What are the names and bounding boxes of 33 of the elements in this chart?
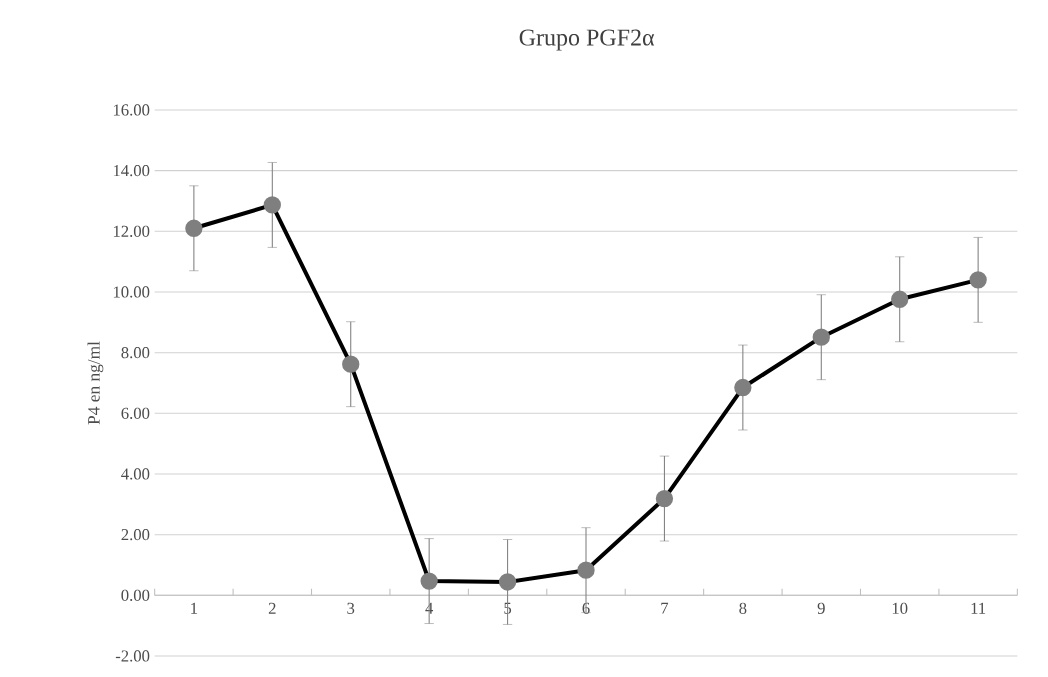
point bbox=[420, 572, 438, 590]
point bbox=[969, 271, 987, 289]
chart-title: Grupo PGF2α bbox=[519, 29, 655, 51]
x-tick-label: 4 bbox=[425, 602, 434, 614]
point bbox=[342, 355, 360, 373]
y-tick-label: 8.00 bbox=[121, 346, 150, 359]
y-tick-label: 4.00 bbox=[121, 468, 150, 480]
y-tick-label: 14.00 bbox=[113, 164, 150, 177]
y-tick-label: -2.00 bbox=[115, 650, 150, 662]
x-tick-label: 11 bbox=[971, 602, 986, 614]
point bbox=[498, 573, 517, 591]
x-tick-label: 7 bbox=[661, 602, 669, 614]
point bbox=[655, 489, 674, 508]
y-tick-label: 12.00 bbox=[113, 225, 150, 237]
y-tick-label: 0.00 bbox=[121, 589, 150, 601]
x-tick-label: 10 bbox=[892, 602, 908, 614]
y-tick-label: 16.00 bbox=[113, 104, 150, 116]
x-tick-label: 1 bbox=[191, 602, 198, 614]
x-tick-label: 8 bbox=[739, 602, 747, 614]
x-tick-label: 6 bbox=[582, 602, 590, 614]
y-tick-label: 2.00 bbox=[121, 528, 150, 541]
point bbox=[263, 196, 281, 214]
x-tick-label: 2 bbox=[268, 602, 276, 614]
y-tick-label: 6.00 bbox=[121, 407, 150, 419]
point bbox=[891, 290, 909, 308]
point bbox=[185, 219, 203, 237]
y-axis-title: P4 en ng/ml bbox=[87, 341, 104, 425]
x-tick-label: 3 bbox=[347, 602, 355, 614]
point bbox=[577, 561, 595, 579]
point bbox=[734, 378, 752, 397]
point bbox=[812, 328, 830, 346]
y-tick-label: 10.00 bbox=[113, 286, 150, 298]
x-tick-label: 9 bbox=[817, 602, 825, 614]
